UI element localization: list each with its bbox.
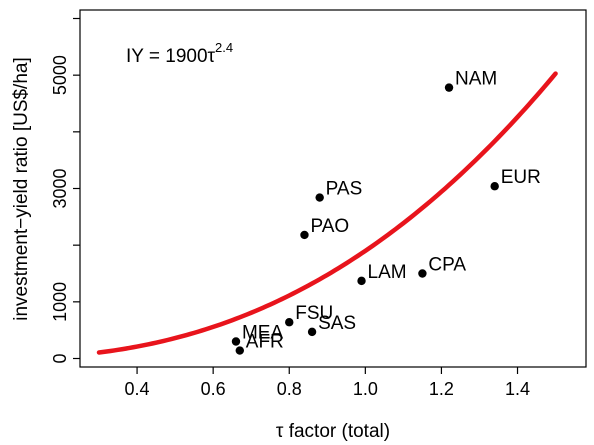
point-pao: PAO	[300, 216, 349, 240]
point-sas: SAS	[307, 313, 356, 337]
point-label: LAM	[368, 262, 407, 283]
x-axis-title: τ factor (total)	[276, 421, 390, 442]
point-label: AFR	[246, 332, 284, 353]
point-label: FSU	[295, 303, 333, 324]
point-label: CPA	[428, 255, 466, 276]
point-label: SAS	[318, 313, 356, 334]
point-afr: AFR	[235, 332, 284, 355]
point-label: EUR	[501, 167, 541, 188]
y-tick-label: 0	[50, 353, 70, 363]
point-eur: EUR	[490, 167, 541, 191]
x-tick-label: 1.2	[429, 379, 454, 399]
point-lam: LAM	[357, 262, 407, 286]
y-tick-label: 3000	[50, 168, 70, 208]
point-marker	[235, 346, 244, 355]
point-cpa: CPA	[418, 255, 466, 278]
fit-curve	[96, 71, 558, 355]
x-tick-label: 0.4	[125, 379, 150, 399]
formula-annotation: IY = 1900τ2.4	[126, 40, 233, 67]
point-marker	[357, 276, 366, 286]
x-tick-label: 0.6	[201, 379, 226, 399]
point-marker	[315, 193, 324, 202]
point-fsu: FSU	[285, 303, 333, 327]
y-axis-ticks: 0 1000 3000 5000	[50, 17, 80, 364]
point-marker	[231, 337, 241, 346]
point-label: MEA	[242, 323, 284, 344]
point-marker	[418, 269, 427, 278]
x-tick-label: 0.8	[277, 379, 302, 399]
point-label: PAS	[326, 179, 363, 200]
y-axis-title: investment−yield ratio [US$/ha]	[11, 57, 32, 321]
point-nam: NAM	[444, 69, 497, 92]
formula-base: IY = 1900τ	[126, 46, 216, 67]
point-marker	[444, 83, 454, 92]
x-tick-label: 1.0	[353, 379, 378, 399]
point-mea: MEA	[231, 323, 284, 346]
point-marker	[307, 327, 317, 337]
point-pas: PAS	[315, 179, 362, 202]
point-marker	[490, 182, 499, 191]
point-label: NAM	[455, 69, 497, 90]
point-label: PAO	[310, 216, 349, 237]
y-tick-label: 5000	[50, 55, 70, 95]
x-tick-label: 1.4	[505, 379, 530, 399]
point-marker	[285, 318, 294, 327]
point-marker	[300, 230, 309, 240]
y-tick-label: 1000	[50, 282, 70, 322]
x-axis-ticks: 0.4 0.6 0.8 1.0 1.2 1.4	[125, 367, 530, 399]
formula-exponent: 2.4	[215, 40, 233, 55]
